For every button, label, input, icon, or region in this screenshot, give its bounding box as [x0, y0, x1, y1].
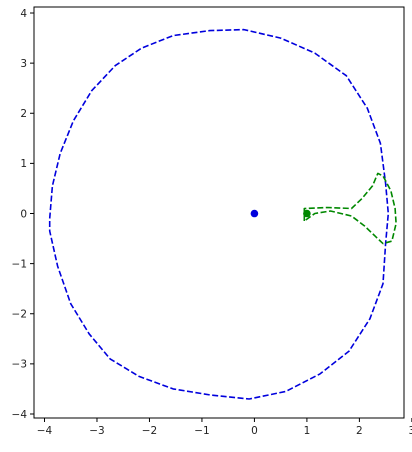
y-tick-label: 1 — [20, 158, 27, 170]
inner-center-marker — [303, 209, 311, 218]
markers-layer — [250, 209, 311, 218]
axes-frame — [33, 6, 405, 419]
x-tick-label: 2 — [356, 425, 363, 437]
y-tick-label: −3 — [12, 359, 27, 371]
curves-layer — [48, 28, 397, 400]
y-axis: −4 −3 −2 −1 0 1 2 3 4 — [12, 8, 34, 421]
x-tick-label: 0 — [251, 425, 258, 437]
outer-loop-line — [48, 28, 390, 400]
x-tick-label: −1 — [194, 425, 209, 437]
y-tick-label: −1 — [12, 258, 27, 270]
x-tick-label: −3 — [89, 425, 104, 437]
x-tick-label: 3 — [409, 425, 412, 437]
y-tick-label: 0 — [20, 208, 27, 220]
inner-loop-line — [303, 172, 397, 245]
y-tick-label: 3 — [20, 58, 27, 70]
x-tick-label: 1 — [304, 425, 311, 437]
outer-center-marker — [250, 209, 259, 218]
x-tick-label: −4 — [37, 425, 53, 437]
y-tick-label: 4 — [20, 8, 27, 20]
y-tick-label: 2 — [20, 108, 27, 120]
y-tick-label: −4 — [12, 409, 28, 421]
y-tick-label: −2 — [12, 309, 27, 321]
x-axis: −4 −3 −2 −1 0 1 2 3 — [37, 418, 412, 437]
x-tick-label: −2 — [142, 425, 157, 437]
